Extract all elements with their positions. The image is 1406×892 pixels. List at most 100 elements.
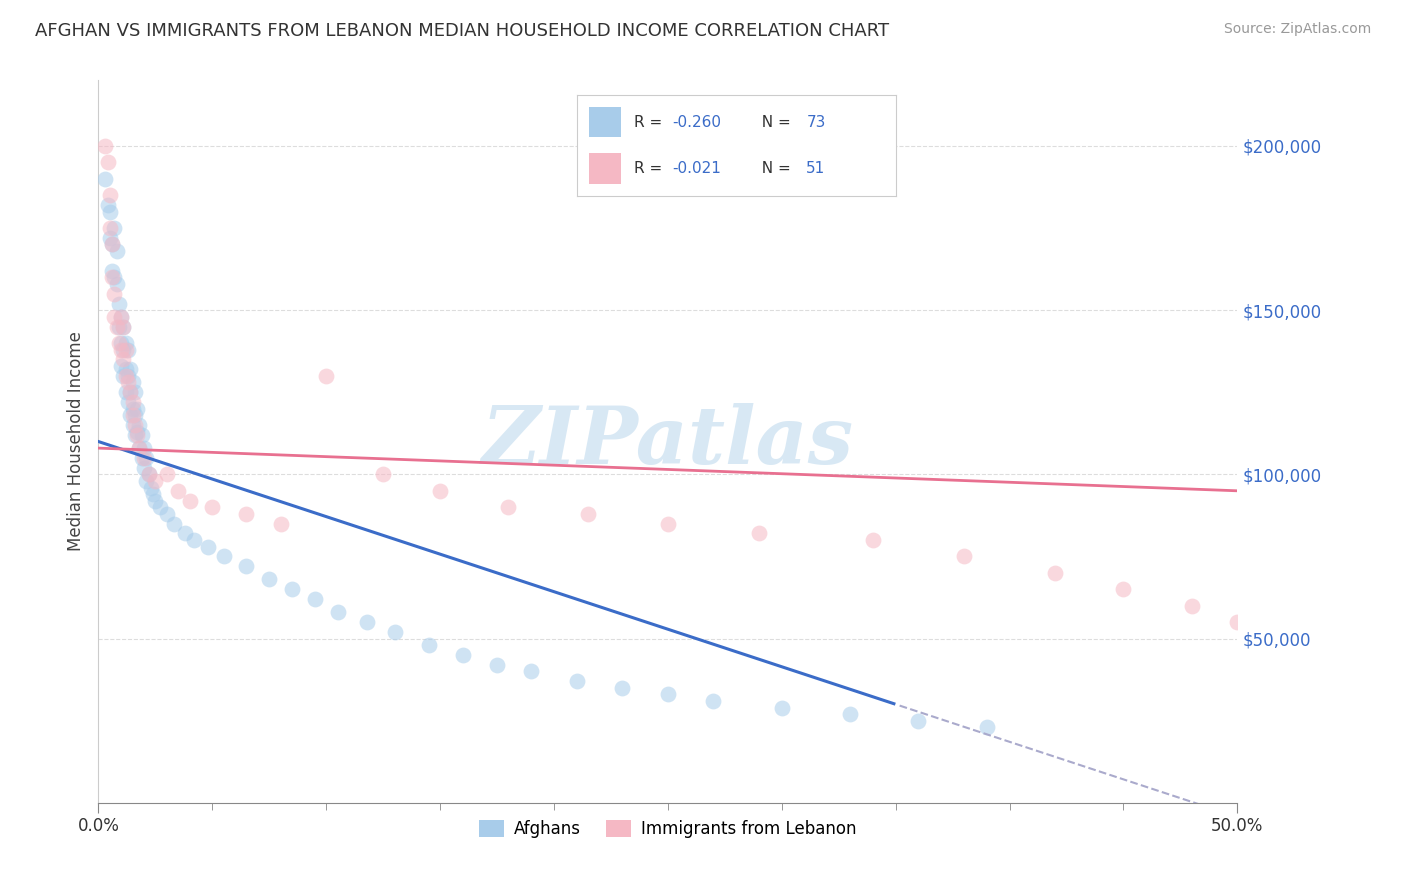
Text: ZIPatlas: ZIPatlas bbox=[482, 403, 853, 480]
Point bbox=[149, 500, 172, 515]
Point bbox=[183, 533, 205, 547]
Point bbox=[1340, 698, 1362, 712]
Point bbox=[112, 319, 135, 334]
Point bbox=[953, 549, 976, 564]
Point bbox=[98, 204, 121, 219]
Point bbox=[356, 615, 378, 630]
Point bbox=[114, 368, 136, 383]
Point bbox=[127, 425, 149, 439]
Point bbox=[117, 343, 139, 357]
Point bbox=[131, 428, 153, 442]
Point bbox=[451, 648, 474, 662]
Point bbox=[105, 319, 128, 334]
Point bbox=[907, 714, 929, 728]
Point bbox=[121, 395, 143, 409]
Point bbox=[201, 500, 224, 515]
Point bbox=[429, 483, 451, 498]
Point bbox=[212, 549, 235, 564]
Point bbox=[770, 700, 793, 714]
Point bbox=[145, 493, 167, 508]
Point bbox=[98, 221, 121, 235]
Point bbox=[114, 336, 136, 351]
Point bbox=[110, 336, 132, 351]
Point bbox=[235, 507, 257, 521]
Point bbox=[156, 507, 179, 521]
Point bbox=[1271, 648, 1294, 662]
Point bbox=[117, 395, 139, 409]
Point bbox=[1317, 681, 1340, 695]
Point bbox=[1295, 665, 1317, 679]
Point bbox=[565, 674, 588, 689]
Point bbox=[197, 540, 219, 554]
Point bbox=[124, 409, 146, 423]
Point bbox=[498, 500, 520, 515]
Point bbox=[1043, 566, 1066, 580]
Point bbox=[120, 409, 142, 423]
Point bbox=[103, 221, 125, 235]
Point bbox=[108, 336, 131, 351]
Point bbox=[862, 533, 884, 547]
Point bbox=[112, 368, 135, 383]
Point bbox=[124, 385, 146, 400]
Point bbox=[98, 188, 121, 202]
Point bbox=[174, 526, 197, 541]
Point bbox=[121, 418, 143, 433]
Point bbox=[132, 450, 155, 465]
Point bbox=[101, 264, 124, 278]
Point bbox=[112, 319, 135, 334]
Point bbox=[139, 481, 162, 495]
Y-axis label: Median Household Income: Median Household Income bbox=[66, 332, 84, 551]
Point bbox=[103, 310, 125, 324]
Point bbox=[101, 270, 124, 285]
Point bbox=[124, 428, 146, 442]
Point bbox=[131, 450, 153, 465]
Point bbox=[120, 385, 142, 400]
Point bbox=[101, 237, 124, 252]
Point bbox=[128, 418, 150, 433]
Point bbox=[142, 487, 165, 501]
Point bbox=[520, 665, 543, 679]
Point bbox=[105, 277, 128, 291]
Point bbox=[105, 244, 128, 258]
Point bbox=[112, 343, 135, 357]
Point bbox=[96, 198, 118, 212]
Point bbox=[371, 467, 394, 482]
Point bbox=[110, 310, 132, 324]
Point bbox=[384, 625, 406, 640]
Point bbox=[114, 343, 136, 357]
Point bbox=[120, 385, 142, 400]
Point bbox=[96, 155, 118, 169]
Text: Source: ZipAtlas.com: Source: ZipAtlas.com bbox=[1223, 22, 1371, 37]
Point bbox=[1181, 599, 1204, 613]
Point bbox=[98, 231, 121, 245]
Point bbox=[132, 460, 155, 475]
Point bbox=[326, 605, 349, 619]
Point bbox=[121, 401, 143, 416]
Point bbox=[576, 507, 599, 521]
Point bbox=[281, 582, 304, 597]
Point bbox=[138, 467, 160, 482]
Point bbox=[657, 687, 679, 701]
Point bbox=[103, 270, 125, 285]
Point bbox=[179, 493, 201, 508]
Point bbox=[138, 467, 160, 482]
Point bbox=[112, 352, 135, 367]
Point bbox=[702, 694, 724, 708]
Point bbox=[110, 310, 132, 324]
Point bbox=[162, 516, 184, 531]
Point bbox=[121, 409, 143, 423]
Point bbox=[108, 296, 131, 310]
Point bbox=[657, 516, 679, 531]
Point bbox=[121, 376, 143, 390]
Point bbox=[259, 573, 281, 587]
Point bbox=[108, 319, 131, 334]
Point bbox=[120, 362, 142, 376]
Point bbox=[145, 474, 167, 488]
Point bbox=[304, 592, 326, 607]
Point bbox=[127, 428, 149, 442]
Point bbox=[128, 441, 150, 455]
Point bbox=[1226, 615, 1249, 630]
Point bbox=[486, 657, 509, 672]
Point bbox=[127, 401, 149, 416]
Point bbox=[110, 343, 132, 357]
